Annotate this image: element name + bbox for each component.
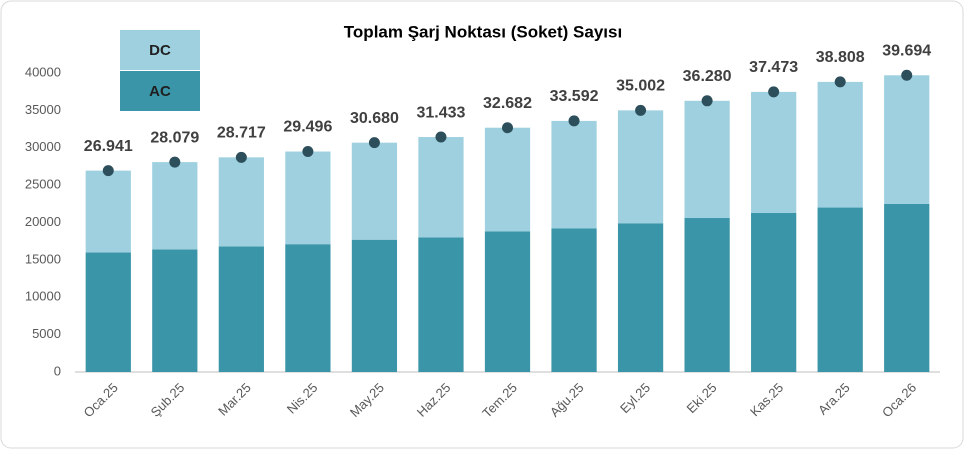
bar-segment: [351, 239, 398, 372]
legend-label: DC: [149, 42, 171, 59]
bar-segment: [751, 212, 797, 372]
bar-segment: [817, 81, 863, 208]
total-marker: [235, 151, 247, 163]
y-tick-label: 5000: [32, 326, 61, 341]
total-label: 38.808: [816, 49, 865, 66]
bar-segment: [751, 91, 797, 213]
bar-segment: [152, 162, 198, 250]
total-marker: [169, 156, 181, 168]
total-marker: [302, 146, 314, 158]
total-marker: [502, 122, 513, 134]
legend-swatch: [120, 71, 200, 111]
bar-segment: [285, 244, 331, 372]
bar-segment: [817, 207, 863, 372]
total-label: 30.680: [350, 110, 399, 127]
bar-segment: [551, 120, 597, 229]
total-label: 36.280: [683, 68, 732, 85]
bar-segment: [218, 246, 264, 372]
total-label: 28.079: [150, 129, 199, 146]
y-tick-label: 35000: [25, 102, 61, 117]
total-label: 31.433: [416, 104, 465, 121]
bar-segment: [85, 252, 131, 372]
y-tick-label: 30000: [25, 139, 61, 154]
bar-segment: [617, 110, 664, 224]
bar-segment: [85, 170, 131, 253]
bar-segment: [484, 127, 531, 232]
total-marker: [368, 137, 380, 149]
bar-segment: [884, 203, 930, 372]
total-label: 28.717: [217, 125, 266, 142]
total-marker: [635, 104, 647, 116]
total-marker: [102, 165, 114, 177]
y-tick-label: 15000: [25, 251, 61, 266]
y-tick-label: 40000: [25, 64, 61, 79]
total-label: 37.473: [749, 59, 798, 76]
bar-segment: [484, 231, 531, 372]
bar-segment: [684, 218, 730, 372]
bar-segment: [551, 228, 597, 372]
bar-segment: [884, 75, 930, 204]
y-tick-label: 10000: [25, 289, 61, 304]
bar-segment: [418, 237, 464, 372]
bar-segment: [617, 223, 664, 372]
bar-segment: [684, 100, 730, 219]
chart-title: Toplam Şarj Noktası (Soket) Sayısı: [344, 22, 622, 41]
bar-segment: [351, 142, 398, 240]
legend-swatch: [120, 30, 200, 70]
bar-segment: [218, 157, 264, 247]
total-marker: [901, 69, 913, 81]
total-label: 29.496: [283, 119, 332, 136]
total-marker: [701, 95, 713, 107]
y-tick-label: 25000: [25, 177, 61, 192]
total-marker: [768, 86, 780, 98]
total-label: 33.592: [550, 88, 599, 105]
bar-segment: [152, 249, 198, 372]
total-label: 32.682: [483, 95, 532, 112]
bar-segment: [418, 137, 464, 238]
legend-label: AC: [149, 83, 171, 100]
total-label: 35.002: [616, 78, 665, 95]
bar-segment: [285, 151, 331, 245]
total-label: 26.941: [84, 138, 133, 155]
total-marker: [834, 76, 846, 88]
total-label: 39.694: [882, 43, 931, 60]
y-tick-label: 0: [54, 363, 61, 378]
y-tick-label: 20000: [25, 214, 61, 229]
total-marker: [568, 115, 580, 127]
total-marker: [435, 131, 447, 143]
